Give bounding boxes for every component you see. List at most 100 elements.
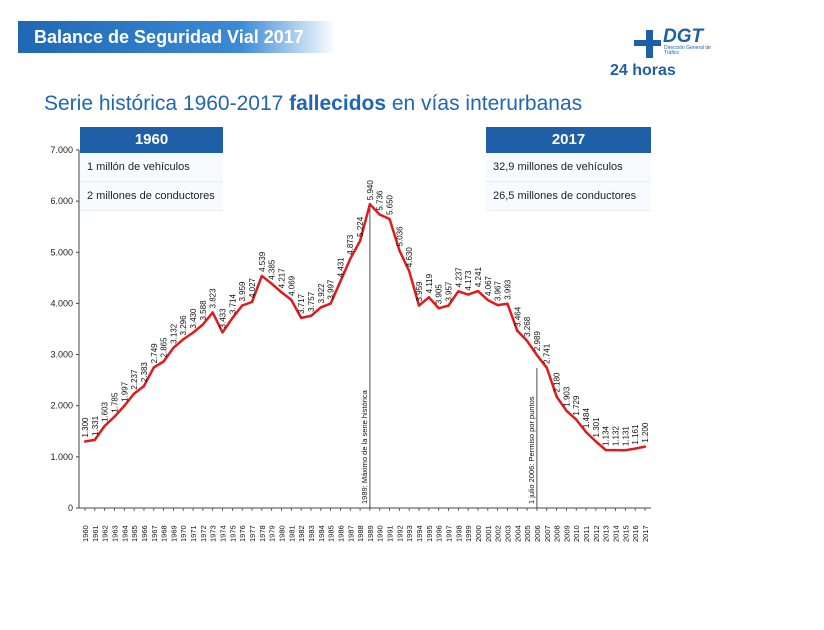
data-label: 5.224 xyxy=(356,216,365,237)
x-tick-label: 1983 xyxy=(307,525,316,542)
data-point xyxy=(83,440,87,443)
data-point xyxy=(624,448,627,452)
y-tick-label: 5.000 xyxy=(50,247,73,257)
data-label: 3.433 xyxy=(219,308,228,329)
x-tick-label: 1986 xyxy=(336,525,345,542)
data-label: 1.161 xyxy=(631,424,640,445)
data-label: 1.200 xyxy=(641,422,650,443)
data-label: 4.173 xyxy=(464,270,473,291)
data-point xyxy=(240,304,244,307)
data-label: 2.383 xyxy=(140,362,149,383)
data-label: 2.741 xyxy=(543,343,552,364)
title-prefix: Serie histórica 1960-2017 xyxy=(44,92,290,115)
data-point xyxy=(103,424,106,428)
data-label: 1.300 xyxy=(81,417,90,438)
data-label: 3.714 xyxy=(228,293,237,314)
x-tick-label: 2004 xyxy=(513,525,522,542)
x-tick-label: 1962 xyxy=(101,525,110,542)
data-point xyxy=(201,323,205,326)
data-label: 4.027 xyxy=(248,277,257,298)
data-point xyxy=(486,298,490,302)
series-line xyxy=(84,202,646,452)
x-tick-label: 1978 xyxy=(258,525,267,542)
data-label: 4.873 xyxy=(346,234,355,255)
data-point xyxy=(368,203,372,206)
header-banner: Balance de Seguridad Vial 2017 xyxy=(18,21,336,53)
data-label: 2.180 xyxy=(553,372,562,393)
data-label: 3.717 xyxy=(297,293,306,314)
title-bold: fallecidos xyxy=(289,92,387,115)
data-label: 3.959 xyxy=(238,281,247,302)
data-point xyxy=(466,293,470,296)
data-point xyxy=(427,296,431,299)
data-point xyxy=(142,384,146,388)
x-tick-label: 1973 xyxy=(209,525,218,542)
x-tick-label: 1988 xyxy=(356,525,365,542)
x-tick-label: 1975 xyxy=(228,525,237,542)
annotation-label: 1 julio 2006: Permiso por puntos xyxy=(527,396,536,504)
x-tick-label: 2008 xyxy=(553,525,562,542)
info-box-2017: 2017 32,9 millones de vehículos 26,5 mil… xyxy=(486,127,651,211)
data-point xyxy=(506,302,509,305)
data-label: 5.940 xyxy=(366,180,375,201)
x-tick-label: 1996 xyxy=(435,525,444,542)
data-label: 5.036 xyxy=(395,226,404,247)
data-label: 3.430 xyxy=(189,308,198,329)
x-tick-label: 1981 xyxy=(287,525,296,542)
data-point xyxy=(496,303,499,307)
data-label: 3.957 xyxy=(445,281,454,302)
data-point xyxy=(525,339,529,343)
data-point xyxy=(182,338,185,341)
x-tick-label: 1968 xyxy=(160,525,169,542)
data-label: 1.603 xyxy=(101,401,110,422)
data-label: 4.119 xyxy=(425,273,434,293)
x-tick-label: 1960 xyxy=(81,525,90,542)
data-point xyxy=(339,280,342,283)
data-label: 3.997 xyxy=(327,279,336,300)
x-tick-label: 1982 xyxy=(297,525,306,542)
x-tick-label: 1970 xyxy=(179,525,188,542)
y-tick-label: 0 xyxy=(68,503,73,513)
data-point xyxy=(398,249,401,252)
x-tick-label: 1987 xyxy=(346,525,355,542)
x-tick-label: 2002 xyxy=(494,525,503,542)
data-label: 1.301 xyxy=(592,417,601,438)
data-label: 4.067 xyxy=(484,275,493,296)
data-label: 5.736 xyxy=(376,190,385,211)
x-tick-label: 2009 xyxy=(562,525,571,542)
data-label: 1.134 xyxy=(602,425,611,446)
annotation-label: 1989: Máximo de la serie histórica xyxy=(360,389,369,504)
x-tick-label: 1980 xyxy=(277,525,286,542)
x-tick-label: 1967 xyxy=(150,525,159,542)
x-tick-label: 1976 xyxy=(238,525,247,542)
x-tick-label: 1966 xyxy=(140,525,149,542)
data-label: 4.069 xyxy=(287,275,296,296)
data-point xyxy=(447,304,450,307)
banner-title: Balance de Seguridad Vial 2017 xyxy=(34,27,304,47)
data-point xyxy=(250,300,254,304)
x-tick-label: 1964 xyxy=(120,525,129,542)
x-tick-label: 1963 xyxy=(110,525,119,542)
x-tick-label: 1997 xyxy=(445,525,454,542)
data-point xyxy=(270,282,273,285)
data-point xyxy=(417,304,421,307)
x-tick-label: 1985 xyxy=(327,525,336,542)
x-tick-label: 2014 xyxy=(612,525,621,542)
x-tick-label: 1974 xyxy=(219,525,228,542)
data-point xyxy=(575,418,578,421)
data-point xyxy=(162,360,165,363)
data-point xyxy=(309,314,313,318)
x-tick-label: 2007 xyxy=(543,525,552,542)
x-tick-label: 1993 xyxy=(405,525,414,542)
x-tick-label: 2000 xyxy=(474,525,483,542)
data-point xyxy=(280,291,283,294)
data-point xyxy=(211,311,214,314)
info-box-2017-year: 2017 xyxy=(486,127,651,153)
data-label: 3.993 xyxy=(503,279,512,300)
x-tick-label: 1989 xyxy=(366,525,375,542)
data-point xyxy=(457,290,460,293)
data-label: 3.268 xyxy=(523,316,532,337)
data-label: 3.922 xyxy=(317,283,326,304)
data-label: 5.650 xyxy=(386,194,395,215)
x-tick-label: 1979 xyxy=(268,525,277,542)
